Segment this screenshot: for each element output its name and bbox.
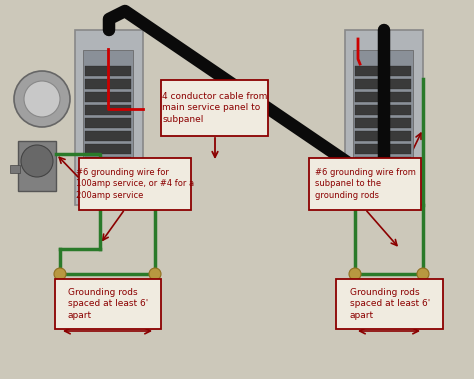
Circle shape bbox=[149, 268, 161, 280]
Bar bbox=[355, 131, 411, 141]
Text: #6 grounding wire from
subpanel to the
grounding rods: #6 grounding wire from subpanel to the g… bbox=[315, 168, 415, 200]
FancyBboxPatch shape bbox=[55, 279, 162, 329]
FancyBboxPatch shape bbox=[309, 158, 421, 210]
Text: #6 grounding wire for
100amp service, or #4 for a
200amp service: #6 grounding wire for 100amp service, or… bbox=[76, 168, 194, 200]
Bar bbox=[345, 30, 423, 205]
Bar bbox=[353, 50, 413, 185]
Circle shape bbox=[14, 71, 70, 127]
Bar bbox=[85, 105, 131, 115]
Bar bbox=[83, 50, 133, 185]
Bar bbox=[85, 131, 131, 141]
Circle shape bbox=[21, 145, 53, 177]
FancyBboxPatch shape bbox=[79, 158, 191, 210]
Circle shape bbox=[24, 81, 60, 117]
Text: 4 conductor cable from
main service panel to
subpanel: 4 conductor cable from main service pane… bbox=[162, 92, 268, 124]
FancyBboxPatch shape bbox=[337, 279, 444, 329]
Bar bbox=[85, 170, 131, 180]
Bar bbox=[85, 144, 131, 154]
Bar bbox=[75, 30, 143, 205]
Bar bbox=[355, 79, 411, 89]
Bar bbox=[355, 170, 411, 180]
Bar bbox=[355, 118, 411, 128]
Bar bbox=[10, 165, 20, 173]
Bar bbox=[355, 157, 411, 167]
Bar bbox=[85, 92, 131, 102]
Bar bbox=[355, 105, 411, 115]
Bar bbox=[85, 118, 131, 128]
Bar bbox=[355, 144, 411, 154]
Circle shape bbox=[349, 268, 361, 280]
Text: Grounding rods
spaced at least 6'
apart: Grounding rods spaced at least 6' apart bbox=[68, 288, 148, 320]
Bar bbox=[85, 79, 131, 89]
Bar bbox=[355, 92, 411, 102]
Bar bbox=[85, 157, 131, 167]
Bar bbox=[355, 66, 411, 76]
Circle shape bbox=[417, 268, 429, 280]
Circle shape bbox=[54, 268, 66, 280]
Bar bbox=[18, 141, 56, 191]
Text: Grounding rods
spaced at least 6'
apart: Grounding rods spaced at least 6' apart bbox=[350, 288, 430, 320]
FancyBboxPatch shape bbox=[162, 80, 268, 136]
Bar bbox=[85, 66, 131, 76]
